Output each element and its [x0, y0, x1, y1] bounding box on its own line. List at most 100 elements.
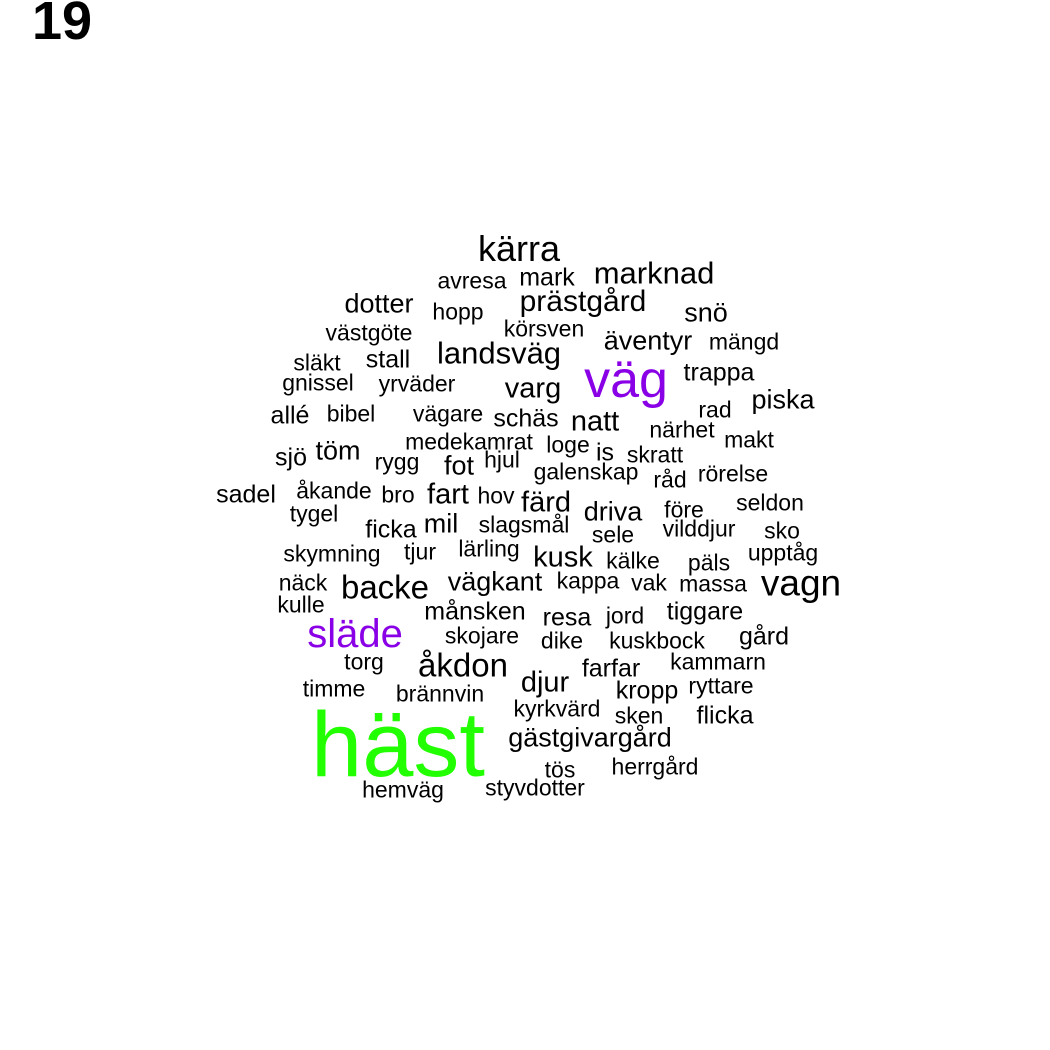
word-vagn: vagn	[760, 562, 842, 604]
word-färd: färd	[521, 486, 571, 519]
word-makt: makt	[724, 426, 774, 453]
word-västgöte: västgöte	[325, 319, 413, 346]
word-tös: tös	[544, 756, 576, 783]
word-åkande: åkande	[296, 477, 372, 504]
word-yrväder: yrväder	[378, 370, 456, 397]
word-fart: fart	[427, 478, 469, 511]
word-varg: varg	[504, 372, 562, 405]
word-resa: resa	[542, 603, 592, 632]
word-råd: råd	[653, 466, 687, 493]
word-bro: bro	[381, 481, 415, 508]
word-tygel: tygel	[289, 500, 339, 527]
word-sko: sko	[764, 517, 800, 544]
word-månsken: månsken	[424, 597, 526, 626]
word-före: före	[664, 496, 704, 523]
word-kammarn: kammarn	[670, 648, 766, 675]
word-timme: timme	[302, 675, 366, 702]
word-snö: snö	[684, 297, 728, 328]
word-schäs: schäs	[493, 404, 559, 433]
word-gnissel: gnissel	[282, 369, 354, 396]
word-äventyr: äventyr	[603, 325, 693, 356]
word-töm: töm	[315, 435, 361, 466]
word-djur: djur	[520, 666, 570, 699]
word-seldon: seldon	[736, 489, 804, 516]
word-rad: rad	[698, 396, 732, 423]
word-kulle: kulle	[277, 591, 325, 618]
word-hjul: hjul	[484, 446, 520, 473]
word-ficka: ficka	[365, 515, 417, 544]
word-åkdon: åkdon	[418, 646, 508, 684]
word-sken: sken	[614, 702, 664, 729]
word-kuskbock: kuskbock	[609, 627, 705, 654]
word-hemväg: hemväg	[362, 776, 444, 803]
word-is: is	[595, 438, 615, 467]
word-mil: mil	[423, 508, 459, 539]
word-sele: sele	[591, 521, 635, 548]
word-hov: hov	[477, 482, 515, 509]
word-backe: backe	[340, 568, 430, 606]
word-upptåg: upptåg	[747, 539, 819, 566]
word-galenskap: galenskap	[533, 458, 639, 485]
word-marknad: marknad	[593, 255, 715, 291]
word-körsven: körsven	[503, 315, 585, 342]
word-loge: loge	[546, 431, 590, 458]
word-trappa: trappa	[683, 358, 755, 387]
word-gästgivargård: gästgivargård	[508, 722, 672, 753]
word-vägare: vägare	[412, 400, 484, 427]
word-kärra: kärra	[477, 228, 561, 269]
word-skojare: skojare	[444, 622, 520, 649]
word-brännvin: brännvin	[395, 680, 485, 707]
word-tiggare: tiggare	[666, 597, 744, 626]
page-number: 19	[32, 0, 93, 51]
word-släkt: släkt	[293, 349, 341, 376]
word-häst: häst	[311, 694, 485, 796]
word-rörelse: rörelse	[697, 460, 769, 487]
word-vägkant: vägkant	[447, 566, 543, 597]
word-avresa: avresa	[437, 267, 507, 294]
word-päls: päls	[687, 549, 731, 576]
word-piska: piska	[751, 384, 815, 415]
word-tjur: tjur	[404, 538, 436, 565]
word-kälke: kälke	[606, 547, 660, 574]
word-kropp: kropp	[615, 676, 679, 705]
word-mark: mark	[519, 263, 575, 292]
word-medekamrat: medekamrat	[405, 428, 533, 455]
word-kappa: kappa	[556, 567, 620, 594]
word-rygg: rygg	[374, 448, 420, 475]
word-landsväg: landsväg	[436, 335, 562, 371]
word-dotter: dotter	[344, 288, 414, 319]
word-fot: fot	[443, 450, 475, 481]
word-slagsmål: slagsmål	[478, 511, 570, 538]
word-hopp: hopp	[432, 298, 484, 325]
word-sadel: sadel	[216, 480, 276, 509]
word-närhet: närhet	[649, 416, 715, 443]
word-släde: släde	[307, 612, 403, 656]
word-kusk: kusk	[533, 541, 593, 574]
word-massa: massa	[679, 570, 747, 597]
word-skratt: skratt	[626, 441, 684, 468]
word-gård: gård	[738, 622, 790, 651]
word-driva: driva	[583, 496, 643, 527]
word-farfar: farfar	[581, 654, 641, 683]
word-ryttare: ryttare	[688, 672, 754, 699]
word-mängd: mängd	[708, 328, 780, 355]
word-allé: allé	[270, 401, 310, 430]
word-lärling: lärling	[458, 535, 520, 562]
word-prästgård: prästgård	[519, 285, 647, 318]
word-väg: väg	[584, 351, 668, 409]
word-vilddjur: vilddjur	[662, 515, 736, 542]
word-jord: jord	[605, 602, 645, 629]
word-stall: stall	[365, 345, 411, 374]
word-herrgård: herrgård	[611, 753, 699, 780]
word-flicka: flicka	[696, 701, 754, 730]
word-kyrkvärd: kyrkvärd	[513, 695, 601, 722]
word-skymning: skymning	[283, 540, 381, 567]
word-styvdotter: styvdotter	[485, 774, 585, 801]
word-torg: torg	[344, 648, 384, 675]
word-dike: dike	[540, 627, 584, 654]
word-näck: näck	[278, 569, 328, 596]
word-vak: vak	[631, 569, 667, 596]
word-sjö: sjö	[275, 443, 307, 472]
word-bibel: bibel	[326, 400, 376, 427]
